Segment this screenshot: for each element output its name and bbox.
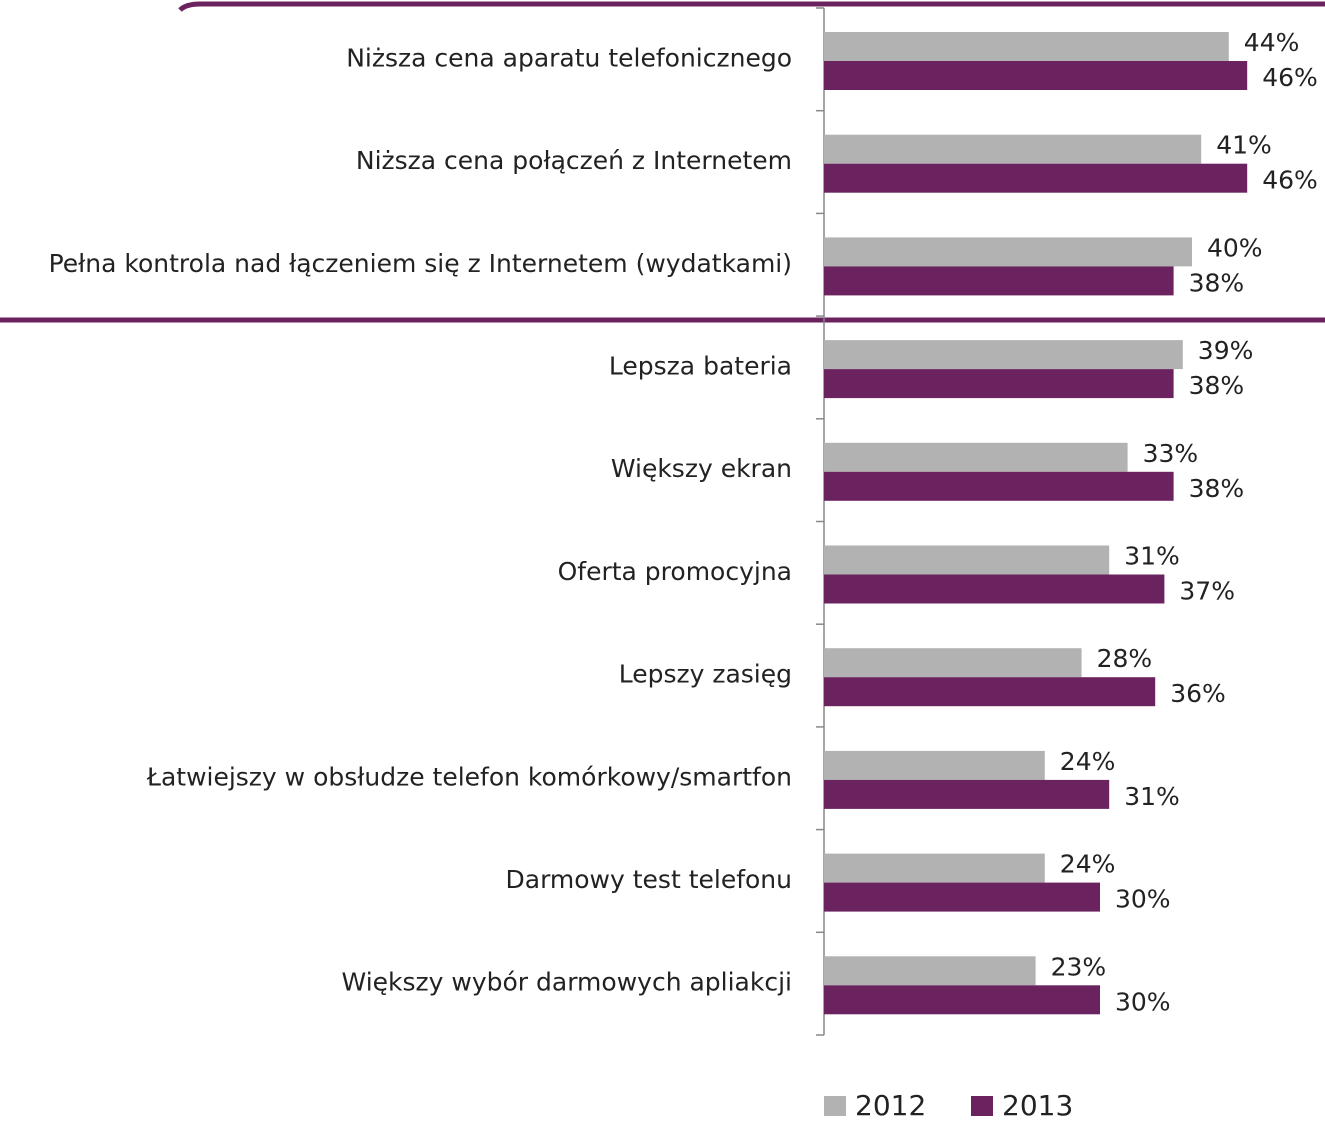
category-label: Większy ekran xyxy=(611,454,792,483)
data-label: 38% xyxy=(1189,268,1245,297)
bar xyxy=(824,237,1192,267)
data-label: 30% xyxy=(1115,987,1171,1016)
bar xyxy=(824,677,1156,707)
category-label: Niższa cena aparatu telefonicznego xyxy=(346,43,792,72)
bar xyxy=(824,266,1174,296)
bar xyxy=(824,956,1036,986)
data-label: 46% xyxy=(1262,166,1318,195)
bar xyxy=(824,750,1045,780)
bar xyxy=(824,134,1202,164)
bar xyxy=(824,648,1082,678)
data-label: 39% xyxy=(1198,336,1254,365)
category-label: Darmowy test telefonu xyxy=(506,865,793,894)
bar xyxy=(824,779,1110,809)
bar xyxy=(824,882,1100,912)
data-label: 37% xyxy=(1179,577,1235,606)
data-label: 24% xyxy=(1060,747,1116,776)
category-label: Lepszy zasięg xyxy=(619,660,792,689)
legend-label: 2012 xyxy=(855,1089,926,1121)
data-label: 44% xyxy=(1244,28,1300,57)
data-label: 31% xyxy=(1124,782,1180,811)
data-label: 23% xyxy=(1051,952,1107,981)
data-label: 38% xyxy=(1189,474,1245,503)
data-label: 24% xyxy=(1060,850,1116,879)
bar xyxy=(824,853,1045,883)
bar xyxy=(824,61,1248,90)
bar xyxy=(824,985,1100,1015)
bar xyxy=(824,369,1174,399)
bar xyxy=(824,163,1248,193)
data-label: 40% xyxy=(1207,233,1263,262)
legend-label: 2013 xyxy=(1002,1089,1073,1121)
data-label: 28% xyxy=(1097,644,1153,673)
category-label: Lepsza bateria xyxy=(609,351,792,380)
legend-swatch xyxy=(971,1096,993,1116)
bar xyxy=(824,340,1183,370)
category-label: Łatwiejszy w obsłudze telefon komórkowy/… xyxy=(146,762,792,791)
bar xyxy=(824,574,1165,604)
category-label: Oferta promocyjna xyxy=(558,557,792,586)
bar xyxy=(824,442,1128,472)
data-label: 36% xyxy=(1170,679,1226,708)
bar xyxy=(824,32,1229,61)
category-label: Niższa cena połączeń z Internetem xyxy=(356,146,792,175)
bar xyxy=(824,545,1110,575)
category-label: Większy wybór darmowych apliakcji xyxy=(342,968,792,997)
legend-swatch xyxy=(824,1096,846,1116)
data-label: 38% xyxy=(1189,371,1245,400)
bar xyxy=(824,471,1174,501)
data-label: 33% xyxy=(1143,439,1199,468)
data-label: 31% xyxy=(1124,542,1180,571)
header-rule xyxy=(178,1,1325,12)
data-label: 30% xyxy=(1115,885,1171,914)
data-label: 46% xyxy=(1262,63,1318,92)
category-label: Pełna kontrola nad łączeniem się z Inter… xyxy=(49,249,792,278)
data-label: 41% xyxy=(1216,131,1272,160)
